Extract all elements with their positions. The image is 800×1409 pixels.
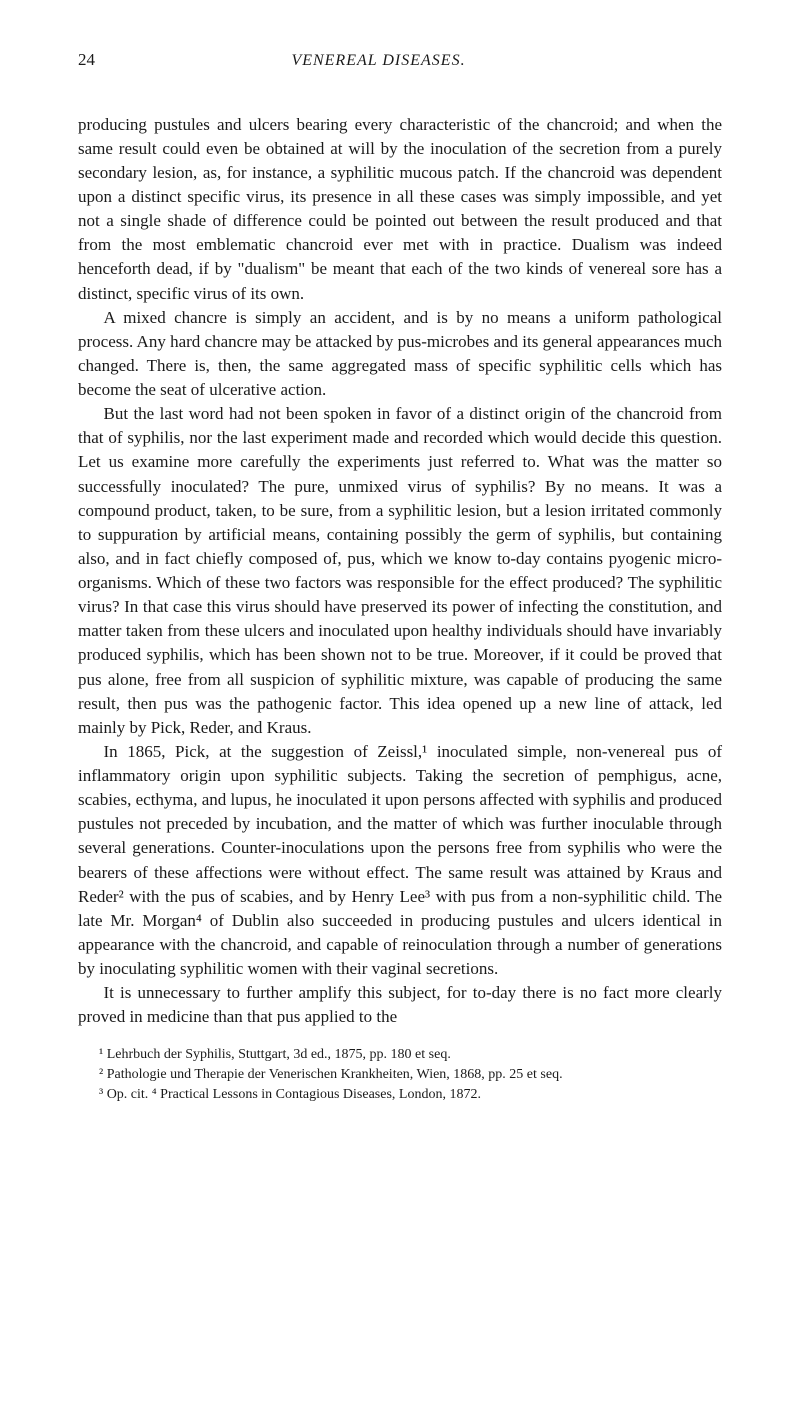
footnote: ³ Op. cit. ⁴ Practical Lessons in Contag… [78, 1085, 722, 1105]
body-text: producing pustules and ulcers bearing ev… [78, 113, 722, 1030]
paragraph: But the last word had not been spoken in… [78, 402, 722, 740]
paragraph: In 1865, Pick, at the suggestion of Zeis… [78, 740, 722, 981]
paragraph: It is unnecessary to further amplify thi… [78, 981, 722, 1029]
footnote: ¹ Lehrbuch der Syphilis, Stuttgart, 3d e… [78, 1045, 722, 1065]
footnote: ² Pathologie und Therapie der Venerische… [78, 1065, 722, 1085]
page-header: 24 VENEREAL DISEASES. [78, 48, 722, 73]
paragraph: A mixed chancre is simply an accident, a… [78, 306, 722, 403]
footnotes: ¹ Lehrbuch der Syphilis, Stuttgart, 3d e… [78, 1045, 722, 1104]
paragraph: producing pustules and ulcers bearing ev… [78, 113, 722, 306]
running-title: VENEREAL DISEASES. [65, 50, 692, 73]
